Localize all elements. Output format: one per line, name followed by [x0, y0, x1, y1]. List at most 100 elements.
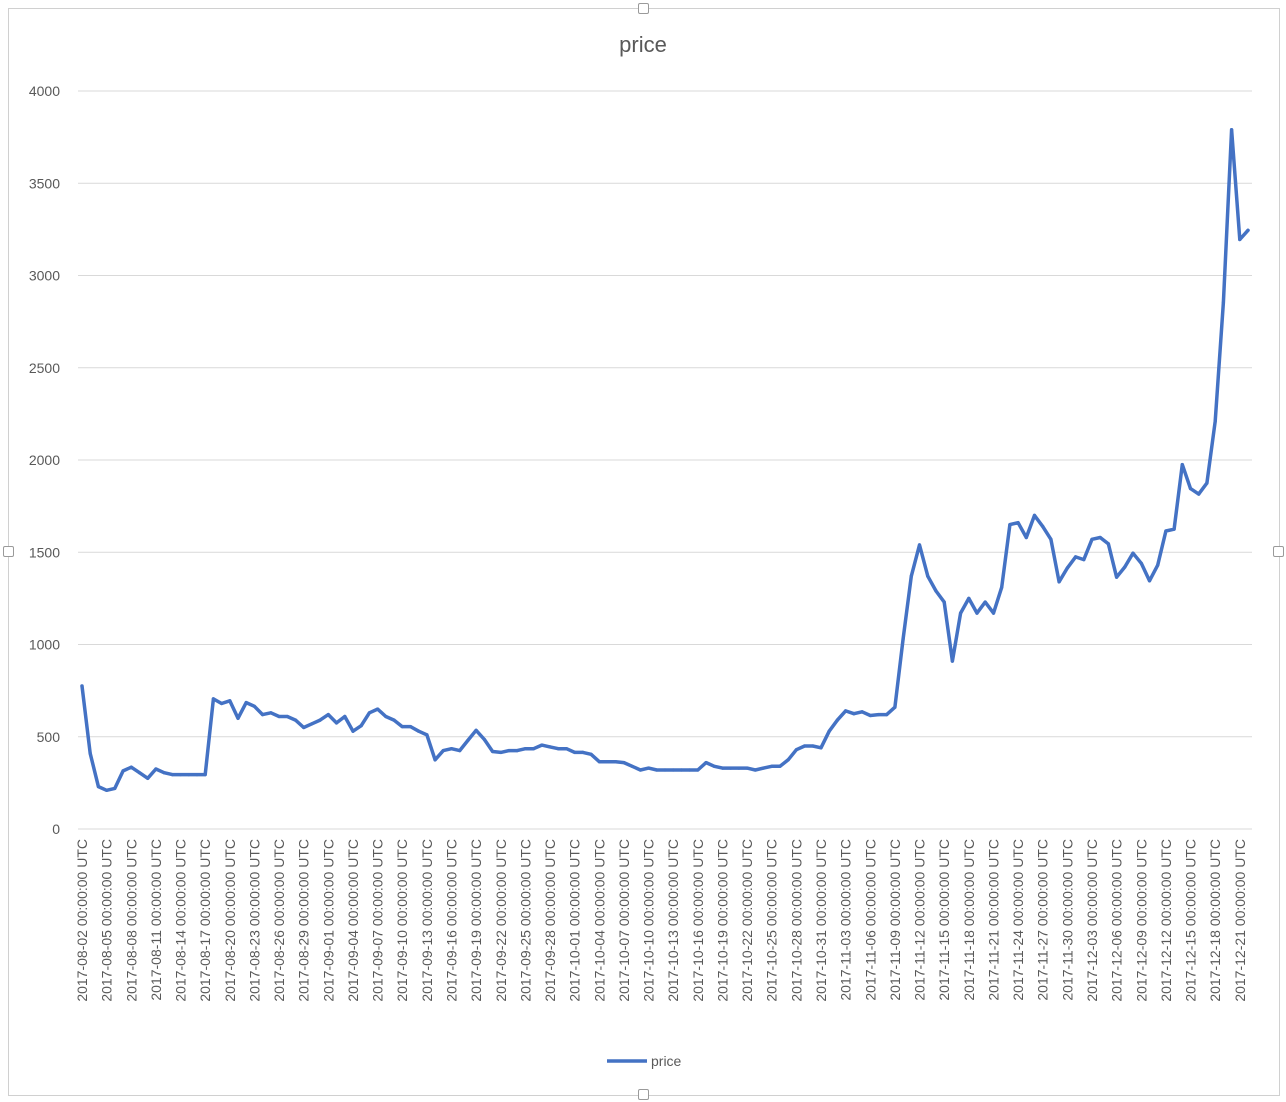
x-tick-label: 2017-11-24 00:00:00 UTC — [1010, 839, 1026, 1001]
x-tick-label: 2017-12-06 00:00:00 UTC — [1109, 839, 1125, 1002]
data-point — [811, 744, 815, 748]
data-point — [252, 704, 256, 708]
resize-handle-top[interactable] — [638, 3, 649, 14]
data-point — [712, 764, 716, 768]
x-tick-label: 2017-11-12 00:00:00 UTC — [912, 839, 928, 1001]
x-tick-label: 2017-08-14 00:00:00 UTC — [173, 839, 189, 1002]
data-point — [1180, 463, 1184, 467]
data-point — [1213, 419, 1217, 423]
data-point — [269, 711, 273, 715]
data-point — [425, 733, 429, 737]
data-point — [1041, 524, 1045, 529]
x-tick-label: 2017-10-13 00:00:00 UTC — [665, 839, 681, 1002]
x-tick-label: 2017-11-03 00:00:00 UTC — [838, 839, 854, 1001]
y-tick-label: 500 — [37, 729, 61, 745]
data-point — [827, 729, 831, 733]
data-point — [745, 766, 749, 770]
data-point — [474, 728, 478, 732]
data-point — [433, 758, 437, 762]
data-point — [1115, 575, 1119, 579]
data-point — [548, 745, 552, 749]
y-tick-label: 3500 — [29, 175, 60, 191]
x-tick-label: 2017-11-21 00:00:00 UTC — [985, 839, 1001, 1001]
y-tick-label: 3000 — [29, 268, 60, 284]
data-point — [671, 768, 675, 772]
data-point — [351, 729, 355, 733]
data-point — [630, 764, 634, 768]
data-point — [376, 707, 380, 711]
y-tick-label: 1500 — [29, 544, 60, 560]
legend: price — [607, 1053, 682, 1069]
y-tick-label: 1000 — [29, 637, 60, 653]
data-point — [466, 738, 470, 743]
y-tick-label: 2500 — [29, 360, 60, 376]
data-point — [367, 711, 371, 715]
data-point — [1197, 492, 1201, 496]
data-point — [1172, 527, 1176, 531]
data-point — [852, 712, 856, 716]
x-tick-label: 2017-12-21 00:00:00 UTC — [1232, 839, 1248, 1002]
data-point — [737, 766, 741, 770]
data-point — [1221, 300, 1225, 304]
data-point — [1008, 523, 1012, 527]
data-point — [121, 769, 125, 773]
data-point — [803, 744, 807, 748]
x-tick-label: 2017-09-25 00:00:00 UTC — [517, 839, 533, 1002]
x-tick-label: 2017-11-09 00:00:00 UTC — [887, 839, 903, 1001]
x-tick-label: 2017-08-08 00:00:00 UTC — [123, 839, 139, 1002]
data-point — [720, 766, 725, 770]
x-tick-label: 2017-10-31 00:00:00 UTC — [813, 839, 829, 1002]
data-point — [1032, 513, 1037, 518]
data-point — [211, 697, 215, 701]
data-point — [696, 768, 700, 772]
data-point — [1147, 579, 1152, 583]
x-tick-label: 2017-09-13 00:00:00 UTC — [419, 839, 435, 1002]
data-point — [1049, 537, 1053, 541]
x-tick-label: 2017-09-28 00:00:00 UTC — [542, 839, 558, 1002]
data-point — [88, 751, 92, 756]
x-tick-label: 2017-12-15 00:00:00 UTC — [1183, 839, 1199, 1002]
x-tick-label: 2017-12-03 00:00:00 UTC — [1084, 839, 1100, 1002]
data-point — [540, 743, 544, 747]
resize-handle-bottom[interactable] — [638, 1089, 649, 1100]
data-point — [499, 750, 503, 755]
data-point — [1164, 529, 1168, 533]
data-point — [441, 749, 445, 753]
data-point — [146, 776, 150, 780]
data-point — [778, 764, 782, 768]
x-tick-label: 2017-10-16 00:00:00 UTC — [690, 839, 706, 1002]
data-point — [614, 760, 618, 764]
data-point — [917, 543, 922, 547]
data-point — [458, 749, 462, 753]
data-point — [1065, 566, 1069, 570]
data-point — [647, 766, 651, 770]
resize-handle-left[interactable] — [3, 546, 14, 557]
data-point — [1098, 535, 1102, 540]
data-point — [261, 713, 265, 717]
data-point — [1139, 561, 1143, 565]
data-point — [1090, 537, 1094, 541]
data-point — [449, 747, 454, 751]
data-point — [154, 767, 158, 771]
x-tick-label: 2017-11-18 00:00:00 UTC — [961, 839, 977, 1001]
data-point — [105, 788, 109, 792]
data-point — [1246, 228, 1250, 232]
data-point — [1000, 585, 1004, 589]
data-point — [729, 766, 733, 770]
x-tick-label: 2017-11-06 00:00:00 UTC — [862, 839, 878, 1001]
x-tick-label: 2017-11-27 00:00:00 UTC — [1035, 839, 1051, 1001]
data-point — [893, 705, 897, 709]
x-tick-label: 2017-08-23 00:00:00 UTC — [246, 839, 262, 1002]
x-tick-label: 2017-10-10 00:00:00 UTC — [641, 839, 657, 1002]
data-point — [573, 750, 577, 755]
y-tick-label: 2000 — [29, 452, 60, 468]
legend-label-price: price — [651, 1053, 682, 1069]
data-point — [170, 773, 174, 777]
data-point — [868, 713, 872, 718]
x-tick-label: 2017-09-19 00:00:00 UTC — [468, 839, 484, 1002]
data-point — [975, 611, 979, 615]
data-point — [926, 574, 930, 578]
x-tick-label: 2017-10-22 00:00:00 UTC — [739, 839, 755, 1002]
resize-handle-right[interactable] — [1273, 546, 1284, 557]
